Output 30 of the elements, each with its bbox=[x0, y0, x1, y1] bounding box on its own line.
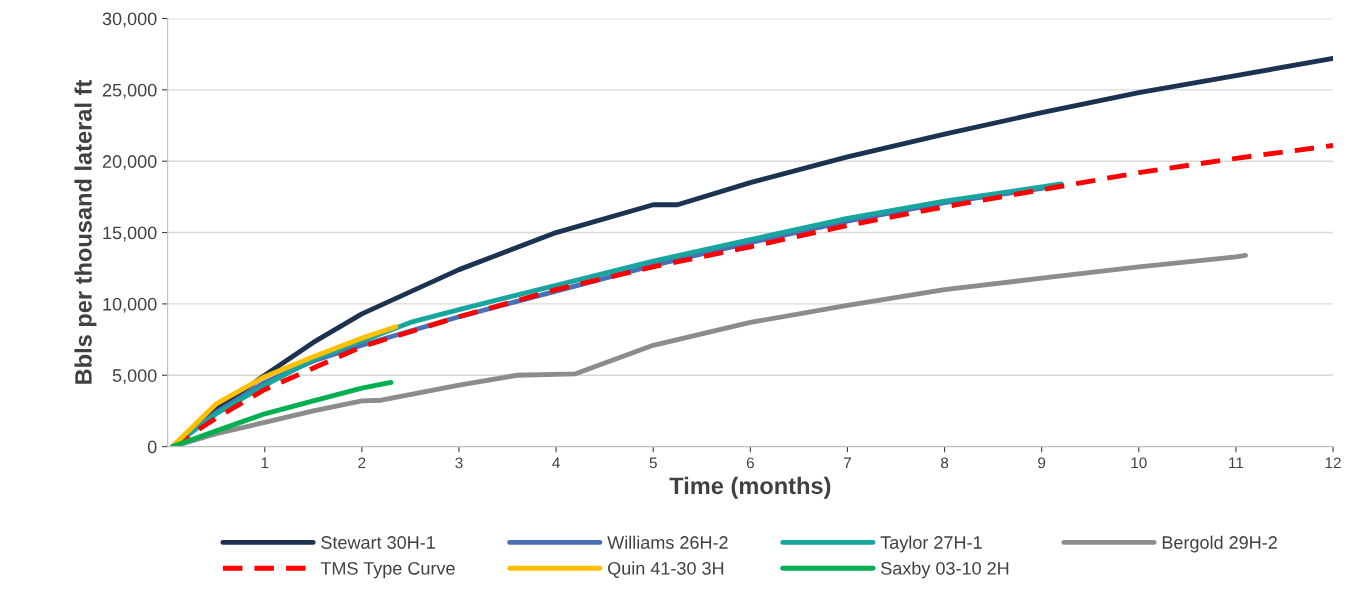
legend-label: TMS Type Curve bbox=[320, 561, 455, 579]
legend-label: Taylor 27H-1 bbox=[880, 535, 982, 553]
line-series bbox=[170, 379, 394, 447]
y-tick-label: 30,000 bbox=[102, 12, 157, 28]
y-axis-title: Bbls per thousand lateral ft bbox=[74, 79, 97, 384]
x-tick-label: 3 bbox=[455, 457, 463, 469]
x-tick-label: 6 bbox=[746, 457, 754, 469]
x-tick-label: 5 bbox=[649, 457, 657, 469]
x-tick-label: 4 bbox=[552, 457, 560, 469]
legend-label: Quin 41-30 3H bbox=[608, 561, 724, 578]
y-tick-label: 25,000 bbox=[102, 83, 157, 99]
x-tick-label: 9 bbox=[1038, 457, 1046, 469]
x-tick-label: 8 bbox=[940, 457, 949, 469]
x-tick-label: 1 bbox=[261, 457, 269, 469]
y-tick-label: 20,000 bbox=[102, 155, 157, 171]
x-tick-label: 10 bbox=[1131, 457, 1147, 469]
x-tick-label: 12 bbox=[1325, 457, 1341, 469]
line-series bbox=[170, 324, 399, 447]
y-tick-label: 5,000 bbox=[112, 369, 157, 385]
legend-label: Bergold 29H-2 bbox=[1162, 535, 1277, 553]
x-tick-label: 2 bbox=[358, 457, 366, 469]
legend-label: Stewart 30H-1 bbox=[321, 536, 435, 549]
y-tick-label: 0 bbox=[147, 440, 157, 454]
legend-label: Saxby 03-10 2H bbox=[881, 561, 1009, 579]
x-tick-label: 7 bbox=[843, 457, 851, 469]
legend-label: Williams 26H-2 bbox=[607, 535, 728, 549]
y-tick-label: 15,000 bbox=[103, 226, 157, 242]
x-axis-title: Time (months) bbox=[669, 476, 831, 499]
x-tick-label: 11 bbox=[1229, 457, 1244, 469]
y-tick-label: 10,000 bbox=[103, 297, 157, 313]
